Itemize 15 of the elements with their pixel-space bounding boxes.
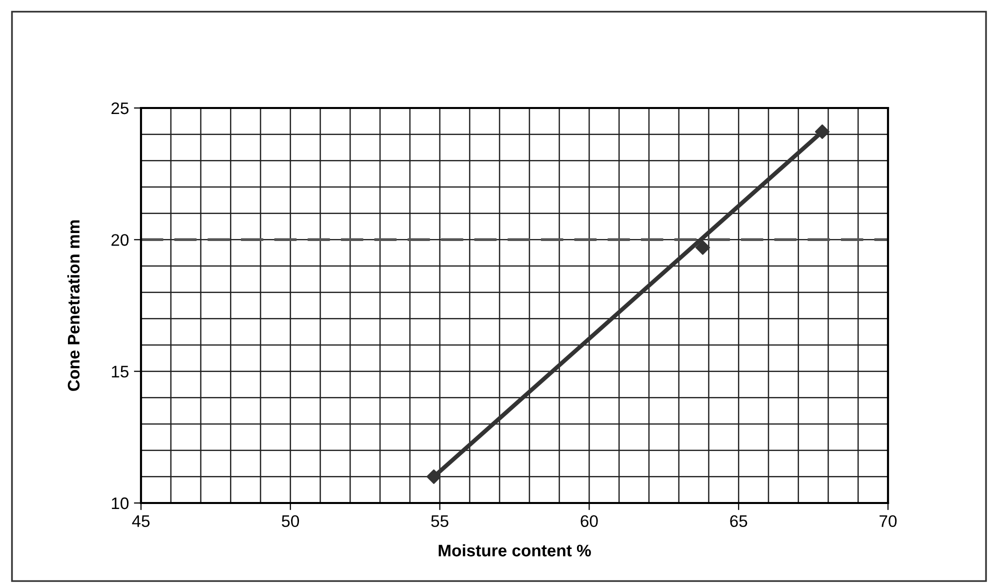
y-tick-label: 10 (112, 497, 129, 510)
x-tick-label: 65 (730, 515, 748, 528)
x-tick-label: 50 (282, 515, 300, 528)
y-axis-title: Cone Penetration mm (67, 220, 80, 391)
x-tick-label: 70 (880, 515, 897, 528)
x-tick-label: 45 (132, 515, 150, 528)
y-tick-label: 25 (111, 102, 128, 114)
point (695, 240, 710, 255)
y-tick-label: 15 (112, 366, 128, 378)
x-tick-label: 60 (580, 515, 598, 528)
point (426, 469, 442, 484)
point (814, 124, 830, 139)
x-tick-label: 55 (431, 515, 448, 528)
x-axis-title: Moisture content % (438, 544, 591, 556)
y-tick-label: 20 (111, 234, 129, 246)
